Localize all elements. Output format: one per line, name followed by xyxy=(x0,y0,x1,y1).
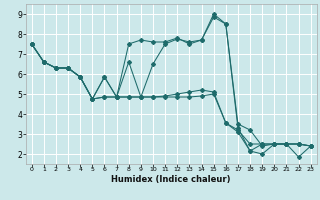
X-axis label: Humidex (Indice chaleur): Humidex (Indice chaleur) xyxy=(111,175,231,184)
